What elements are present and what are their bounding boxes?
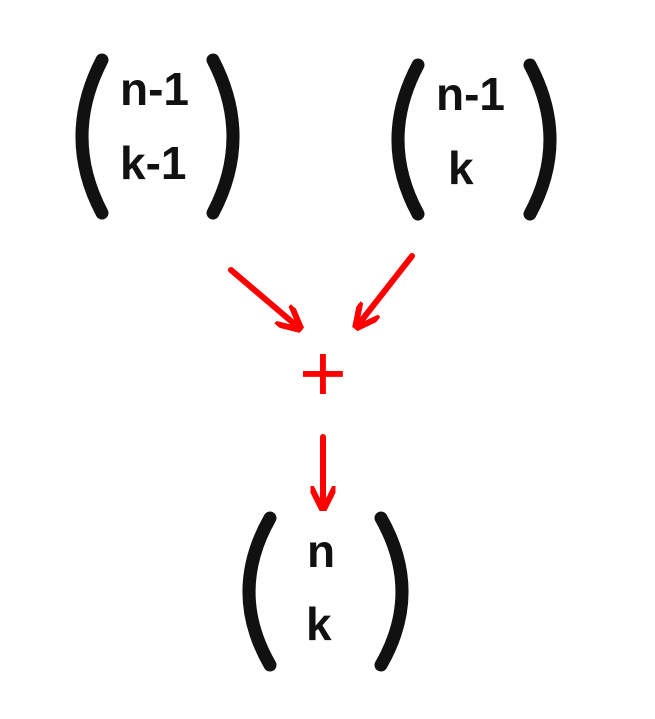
right-arrow (358, 253, 415, 325)
left-binomial-bottom: k-1 (120, 137, 187, 189)
left-binomial-open-paren (75, 53, 109, 220)
right-binomial-open-paren (391, 58, 425, 221)
plus-operator: + (299, 328, 347, 419)
left-arrow (228, 267, 298, 327)
left-binomial-close-paren (206, 53, 240, 220)
result-binomial-top: n (307, 525, 336, 577)
right-binomial-top: n-1 (436, 68, 505, 120)
left-binomial-top: n-1 (120, 63, 189, 115)
result-binomial-close-paren (374, 511, 409, 672)
result-binomial-bottom: k (306, 598, 332, 650)
right-binomial-close-paren (523, 58, 557, 221)
right-binomial-bottom: k (448, 142, 474, 194)
result-binomial-open-paren (242, 511, 277, 672)
